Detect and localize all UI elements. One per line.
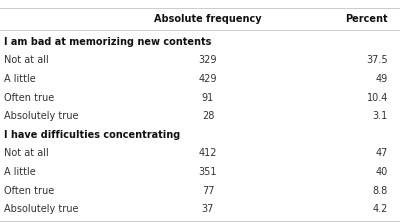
Text: 37.5: 37.5 [366, 55, 388, 65]
Text: Absolutely true: Absolutely true [4, 111, 78, 121]
Text: Often true: Often true [4, 93, 54, 103]
Text: 91: 91 [202, 93, 214, 103]
Text: 49: 49 [376, 74, 388, 84]
Text: 4.2: 4.2 [373, 204, 388, 214]
Text: 28: 28 [202, 111, 214, 121]
Text: 37: 37 [202, 204, 214, 214]
Text: 77: 77 [202, 185, 214, 196]
Text: 351: 351 [199, 167, 217, 177]
Text: I am bad at memorizing new contents: I am bad at memorizing new contents [4, 37, 211, 47]
Text: Absolutely true: Absolutely true [4, 204, 78, 214]
Text: Often true: Often true [4, 185, 54, 196]
Text: Absolute frequency: Absolute frequency [154, 14, 262, 24]
Text: A little: A little [4, 167, 36, 177]
Text: 8.8: 8.8 [373, 185, 388, 196]
Text: Percent: Percent [345, 14, 388, 24]
Text: I have difficulties concentrating: I have difficulties concentrating [4, 130, 180, 140]
Text: 429: 429 [199, 74, 217, 84]
Text: 3.1: 3.1 [373, 111, 388, 121]
Text: 10.4: 10.4 [367, 93, 388, 103]
Text: Not at all: Not at all [4, 55, 49, 65]
Text: A little: A little [4, 74, 36, 84]
Text: 329: 329 [199, 55, 217, 65]
Text: 40: 40 [376, 167, 388, 177]
Text: Not at all: Not at all [4, 148, 49, 158]
Text: 412: 412 [199, 148, 217, 158]
Text: 47: 47 [376, 148, 388, 158]
